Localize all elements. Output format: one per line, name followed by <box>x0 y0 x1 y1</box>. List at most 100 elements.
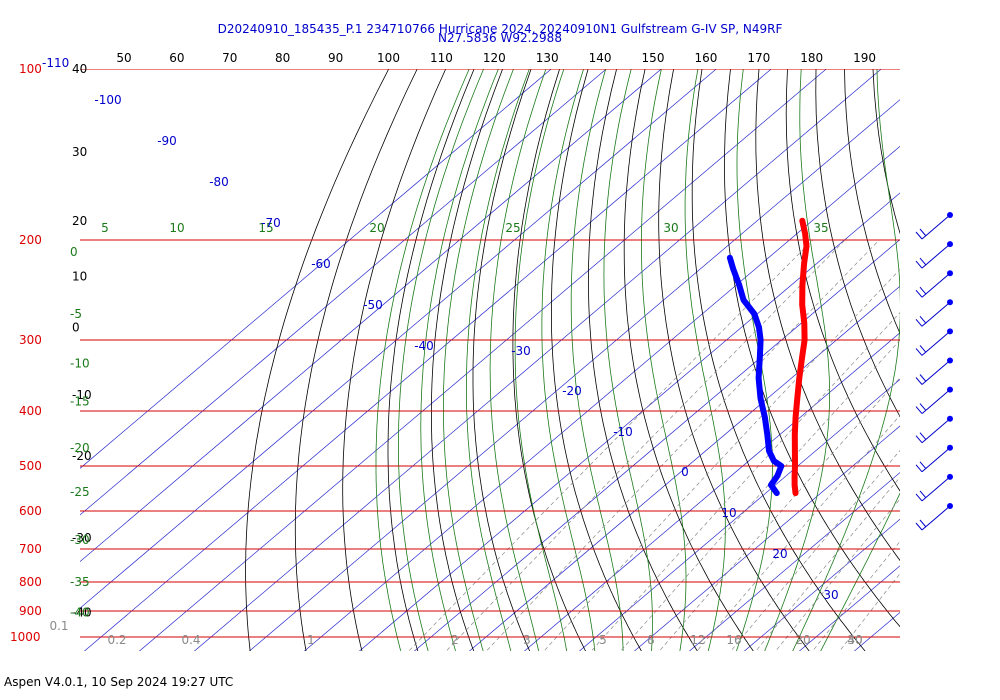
isotherm-line <box>413 239 900 651</box>
wind-barb-staff <box>921 331 951 356</box>
isotherm-label: -70 <box>261 216 281 230</box>
mixing-ratio-label: 3 <box>523 633 531 647</box>
moist-axis-label: -35 <box>70 575 90 589</box>
wind-barb <box>915 328 953 356</box>
wind-barb-flag <box>919 228 927 237</box>
wind-barb-staff <box>921 476 951 502</box>
isotherm-line <box>138 69 827 651</box>
top-axis-tick: 120 <box>483 51 506 65</box>
left-axis-label: -10 <box>72 388 92 402</box>
isotherm-label: -40 <box>414 339 434 353</box>
pressure-label-300: 300 <box>19 333 42 347</box>
wind-barb-flag <box>915 464 923 473</box>
isotherm-label: 10 <box>721 506 736 520</box>
temperature-profile <box>791 217 810 497</box>
pressure-label-700: 700 <box>19 542 42 556</box>
wind-barb-staff <box>921 418 951 444</box>
wind-barb <box>915 444 953 473</box>
mixing-ratio-label: 2 <box>451 633 459 647</box>
mixing-ratio-label: 20 <box>795 633 810 647</box>
isotherm-label: -30 <box>511 344 531 358</box>
dry-adiabat-line <box>387 69 475 651</box>
wind-barb <box>915 241 953 269</box>
mixing-ratio-label: 12 <box>690 633 705 647</box>
moist-adiabat-line <box>736 69 773 651</box>
wind-barb-staff <box>921 505 951 531</box>
moist-adiabat-line <box>442 69 514 651</box>
top-axis-tick: 50 <box>116 51 131 65</box>
top-axis-tick: 180 <box>800 51 823 65</box>
moist-adiabat-line <box>792 69 900 651</box>
isotherm-line <box>80 69 662 563</box>
pressure-label-900: 900 <box>19 604 42 618</box>
moist-adiabat-line <box>397 69 485 651</box>
isotherm-line <box>853 611 900 651</box>
wind-barb-flag <box>919 432 927 441</box>
wind-barb-flag <box>915 493 923 502</box>
moist-axis-label: -10 <box>70 357 90 371</box>
isotherm-label: -100 <box>94 93 121 107</box>
isotherm-label: 30 <box>823 588 838 602</box>
moist-top-label: 5 <box>101 221 109 235</box>
moist-adiabat-line <box>603 69 653 651</box>
mixing-ratio-label: 40 <box>847 633 862 647</box>
dry-adiabat-line <box>430 69 504 651</box>
dry-adiabat-line <box>977 0 1000 661</box>
wind-barb-flag <box>915 406 923 414</box>
moist-adiabat-line <box>764 69 830 651</box>
isotherm-line <box>633 425 900 651</box>
isotherm-label: -50 <box>363 298 383 312</box>
dry-adiabat-line <box>658 69 810 651</box>
wind-barb-flag <box>919 403 927 411</box>
wind-barb-flag <box>915 348 923 356</box>
wind-barb-flag <box>919 315 927 324</box>
moist-adiabat-line <box>541 69 596 651</box>
pressure-label-800: 800 <box>19 575 42 589</box>
wind-barb <box>915 299 953 327</box>
wind-barb-flag <box>915 318 923 327</box>
mixing-ratio-label: 5 <box>599 633 607 647</box>
top-axis-tick: 90 <box>328 51 343 65</box>
isotherm-line <box>743 518 900 651</box>
dry-adiabat-line <box>588 69 698 651</box>
wind-barb <box>915 357 953 385</box>
wind-barb-flag <box>915 377 923 385</box>
left-axis-label: -20 <box>72 449 92 463</box>
dry-adiabat-line <box>294 69 418 651</box>
wind-barb <box>915 270 953 298</box>
dry-adiabat-line <box>755 69 900 562</box>
isotherm-label: -20 <box>562 384 582 398</box>
wind-barb-flag <box>919 257 927 266</box>
dry-adiabat-line <box>785 69 900 492</box>
left-axis-label: 10 <box>72 270 87 284</box>
mixing-ratio-label: 1 <box>307 633 315 647</box>
moist-adiabat-line <box>489 69 547 651</box>
moist-top-label: 25 <box>505 221 520 235</box>
isotherm-line <box>468 285 900 651</box>
mixing-ratio-label: 0.4 <box>181 633 200 647</box>
dry-adiabat-line <box>872 69 900 235</box>
top-axis-tick: 140 <box>589 51 612 65</box>
moist-axis-label: 0 <box>70 245 78 259</box>
moist-adiabat-line <box>420 69 499 651</box>
footer-version: Aspen V4.0.1, 10 Sep 2024 19:27 UTC <box>4 675 234 689</box>
wind-barb-flag <box>919 345 927 353</box>
wind-barb <box>915 473 953 502</box>
dry-adiabat-line <box>472 69 532 651</box>
top-axis-tick: 160 <box>694 51 717 65</box>
moist-axis-label: -5 <box>70 307 82 321</box>
top-axis-tick: 80 <box>275 51 290 65</box>
dry-adiabat-line <box>623 69 754 651</box>
wind-barb-flag <box>919 374 927 382</box>
wind-barb-flag <box>915 289 923 298</box>
dry-adiabat-line <box>844 69 900 335</box>
isotherm-label: -10 <box>613 425 633 439</box>
wind-barb-flag <box>919 490 927 499</box>
isotherm-line <box>193 69 882 651</box>
dewpoint-profile <box>726 254 785 497</box>
wind-barb <box>915 212 953 240</box>
mixing-ratio-line <box>620 339 900 651</box>
dry-adiabat-line <box>512 69 586 651</box>
pressure-label-200: 200 <box>19 233 42 247</box>
moist-adiabat-line <box>641 69 687 651</box>
